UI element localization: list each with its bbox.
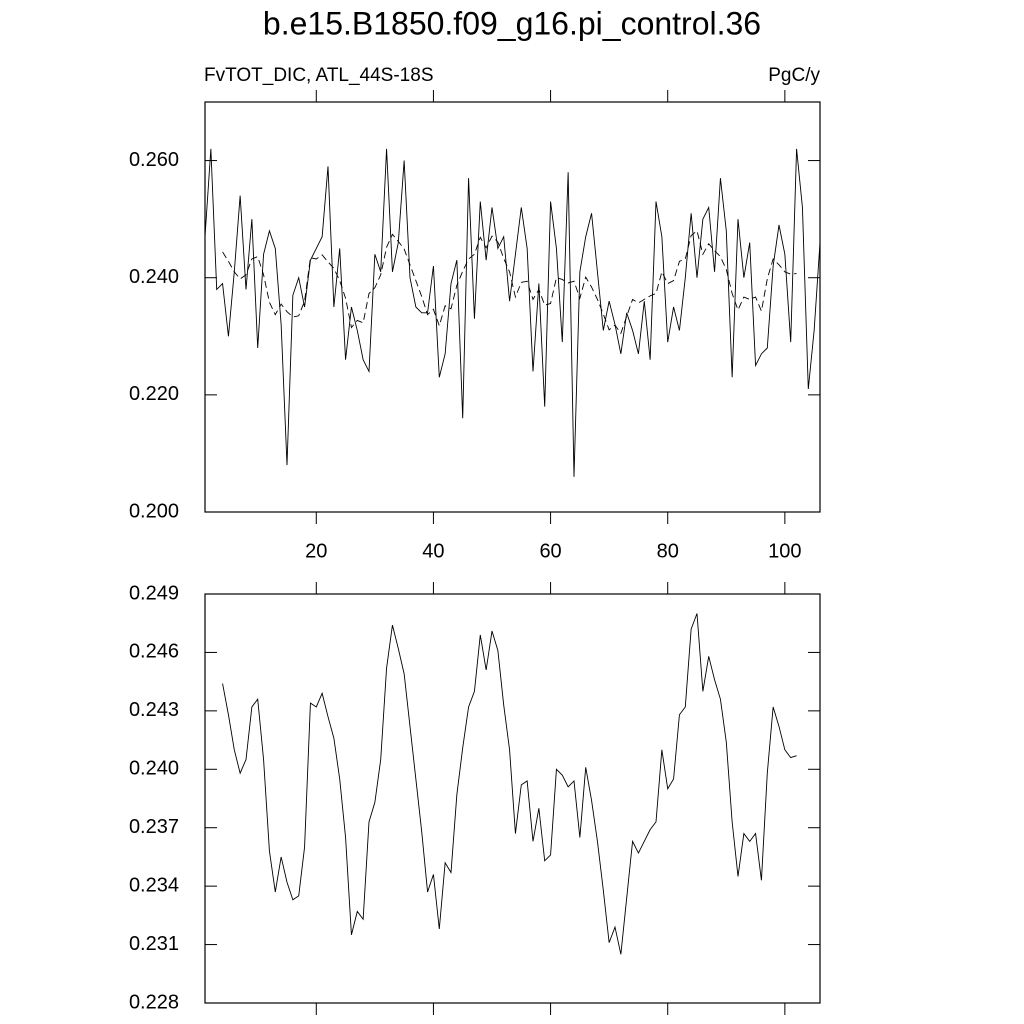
y-tick-label: 0.243 [129, 699, 179, 721]
y-tick-label: 0.220 [129, 383, 179, 405]
data-line [204, 148, 821, 477]
y-tick-label: 0.200 [129, 500, 179, 522]
y-tick-label: 0.240 [129, 758, 179, 780]
x-tick-label: 20 [305, 540, 327, 562]
x-tick-label: 80 [657, 540, 679, 562]
chart-title: b.e15.B1850.f09_g16.pi_control.36 [263, 5, 761, 41]
smoothed-line [222, 230, 797, 335]
x-tick-label: 40 [422, 540, 444, 562]
left-label: FvTOT_DIC, ATL_44S-18S [204, 65, 434, 86]
y-tick-label: 0.231 [129, 933, 179, 955]
unit-label: PgC/y [768, 65, 820, 86]
plot-frame [204, 593, 821, 1004]
y-tick-label: 0.228 [129, 991, 179, 1013]
y-tick-label: 0.260 [129, 149, 179, 171]
y-tick-label: 0.240 [129, 266, 179, 288]
y-tick-label: 0.234 [129, 874, 179, 896]
y-tick-label: 0.237 [129, 816, 179, 838]
y-tick-label: 0.246 [129, 641, 179, 663]
y-tick-label: 0.249 [129, 582, 179, 604]
x-tick-label: 60 [539, 540, 561, 562]
x-tick-label: 100 [768, 540, 801, 562]
data-line [222, 613, 797, 955]
plot-frame [204, 101, 821, 513]
